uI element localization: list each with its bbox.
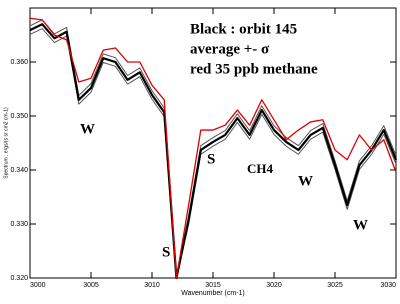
series-line bbox=[29, 28, 397, 279]
series-line bbox=[29, 19, 397, 278]
x-tick-label: 3020 bbox=[266, 282, 282, 289]
annotation: W bbox=[353, 217, 368, 233]
annotation: CH4 bbox=[247, 161, 274, 176]
y-tick-label: 0.360 bbox=[10, 59, 28, 66]
y-tick-label: 0.320 bbox=[10, 275, 28, 282]
x-tick-label: 3005 bbox=[83, 282, 99, 289]
y-tick-label: 0.330 bbox=[10, 221, 28, 228]
y-tick-label: 0.340 bbox=[10, 167, 28, 174]
x-tick-label: 3025 bbox=[327, 282, 343, 289]
x-tick-label: 3015 bbox=[205, 282, 221, 289]
annotation: average +- σ bbox=[190, 41, 270, 57]
annotation: S bbox=[207, 151, 215, 167]
annotation: W bbox=[80, 121, 95, 137]
x-tick-label: 3000 bbox=[30, 282, 46, 289]
annotation: W bbox=[298, 173, 313, 189]
series-line bbox=[29, 23, 398, 280]
x-tick-label: 3010 bbox=[144, 282, 160, 289]
x-tick-label: 3030 bbox=[380, 282, 396, 289]
annotation: S bbox=[162, 244, 170, 260]
y-tick-label: 0.350 bbox=[10, 113, 28, 120]
annotation: Black : orbit 145 bbox=[190, 21, 297, 37]
series-line bbox=[29, 17, 397, 279]
annotation: red 35 ppb methane bbox=[190, 61, 318, 77]
y-axis-label: Spectrum ; ergs/(s sr cm2 cm-1) bbox=[3, 107, 9, 179]
x-axis-label: Wavenumber (cm-1) bbox=[181, 290, 245, 297]
